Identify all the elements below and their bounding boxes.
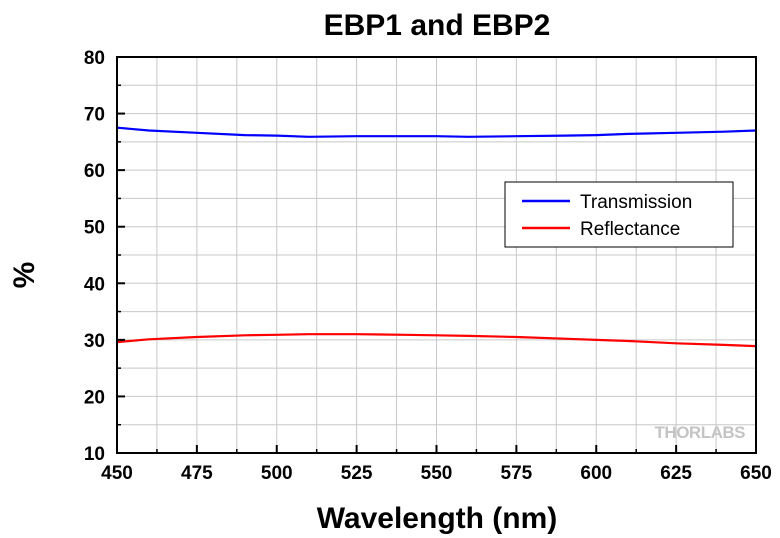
y-tick-label: 30 [84,331,105,352]
x-tick-label: 650 [740,463,772,484]
x-tick-label: 600 [580,463,612,484]
y-tick-label: 70 [84,105,105,126]
x-tick-label: 625 [660,463,692,484]
x-tick-label: 450 [101,463,133,484]
series-line-transmission [116,126,757,138]
x-tick-label: 500 [261,463,293,484]
x-tick-label: 575 [501,463,533,484]
x-axis-label: Wavelength (nm) [317,502,558,535]
x-tick-label: 525 [341,463,373,484]
legend: Transmission Reflectance [504,181,734,248]
y-axis-label: % [8,262,41,289]
x-tick-label: 550 [421,463,453,484]
x-tick-label: 475 [181,463,213,484]
y-tick-label: 20 [84,387,105,408]
y-tick-label: 60 [84,161,105,182]
series-lines [116,126,757,348]
thorlabs-watermark: THORLABS [655,423,746,442]
y-tick-label: 80 [84,48,105,69]
y-tick-label: 40 [84,274,105,295]
legend-entry-reflectance: Reflectance [580,219,680,240]
tick-labels: 450 475 500 525 550 575 600 625 650 10 20 30 40 50 60 7… [84,48,772,484]
grid-lines [117,57,756,453]
series-line-reflectance [116,333,757,348]
legend-box [504,181,734,248]
chart-title: EBP1 and EBP2 [324,9,551,42]
legend-entry-transmission: Transmission [580,192,692,213]
axis-ticks [116,56,757,454]
y-tick-label: 50 [84,218,105,239]
y-tick-label: 10 [84,444,105,465]
